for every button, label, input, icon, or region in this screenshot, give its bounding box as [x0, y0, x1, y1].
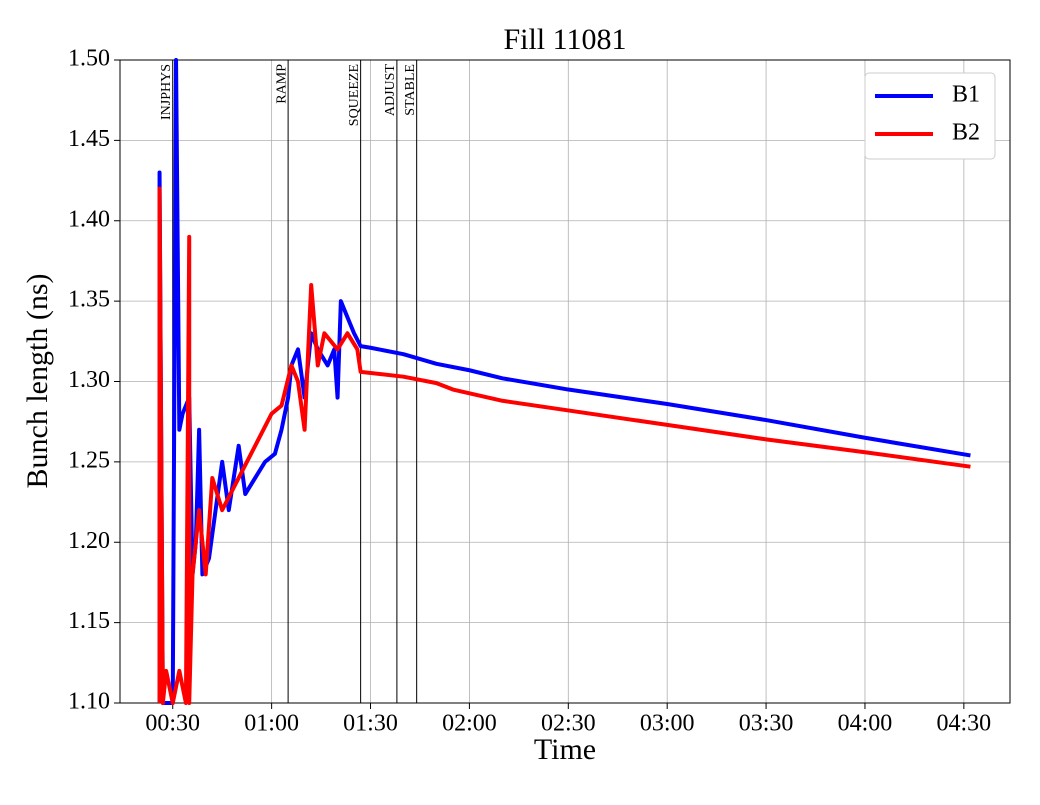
phase-label: STABLE — [403, 64, 418, 116]
legend-label: B1 — [952, 82, 980, 108]
y-tick-label: 1.45 — [68, 126, 110, 152]
y-tick-label: 1.50 — [68, 46, 110, 72]
y-axis-label: Bunch length (ns) — [21, 274, 54, 489]
x-tick-label: 02:00 — [442, 711, 497, 737]
x-tick-label: 01:00 — [244, 711, 299, 737]
plot-frame — [119, 59, 1011, 704]
phase-label: SQUEEZE — [347, 64, 362, 126]
y-tick-label: 1.40 — [68, 206, 110, 232]
legend-label: B2 — [952, 120, 980, 146]
phase-label: RAMP — [274, 64, 289, 104]
y-tick-label: 1.15 — [68, 608, 110, 634]
x-tick-label: 04:30 — [937, 711, 992, 737]
x-tick-label: 03:00 — [640, 711, 695, 737]
x-tick-label: 02:30 — [541, 711, 596, 737]
chart-title: Fill 11081 — [503, 23, 626, 56]
y-tick-label: 1.20 — [68, 528, 110, 554]
y-tick-label: 1.35 — [68, 287, 110, 313]
x-axis-label: Time — [534, 733, 596, 766]
y-tick-label: 1.10 — [68, 689, 110, 715]
x-tick-label: 00:30 — [145, 711, 200, 737]
phase-label: ADJUST — [383, 64, 398, 117]
y-tick-label: 1.25 — [68, 447, 110, 473]
line-series — [157, 186, 971, 705]
phase-label: INJPHYS — [159, 64, 174, 120]
x-tick-label: 04:00 — [838, 711, 893, 737]
x-tick-label: 01:30 — [343, 711, 398, 737]
y-tick-label: 1.30 — [68, 367, 110, 393]
x-tick-label: 03:30 — [739, 711, 794, 737]
